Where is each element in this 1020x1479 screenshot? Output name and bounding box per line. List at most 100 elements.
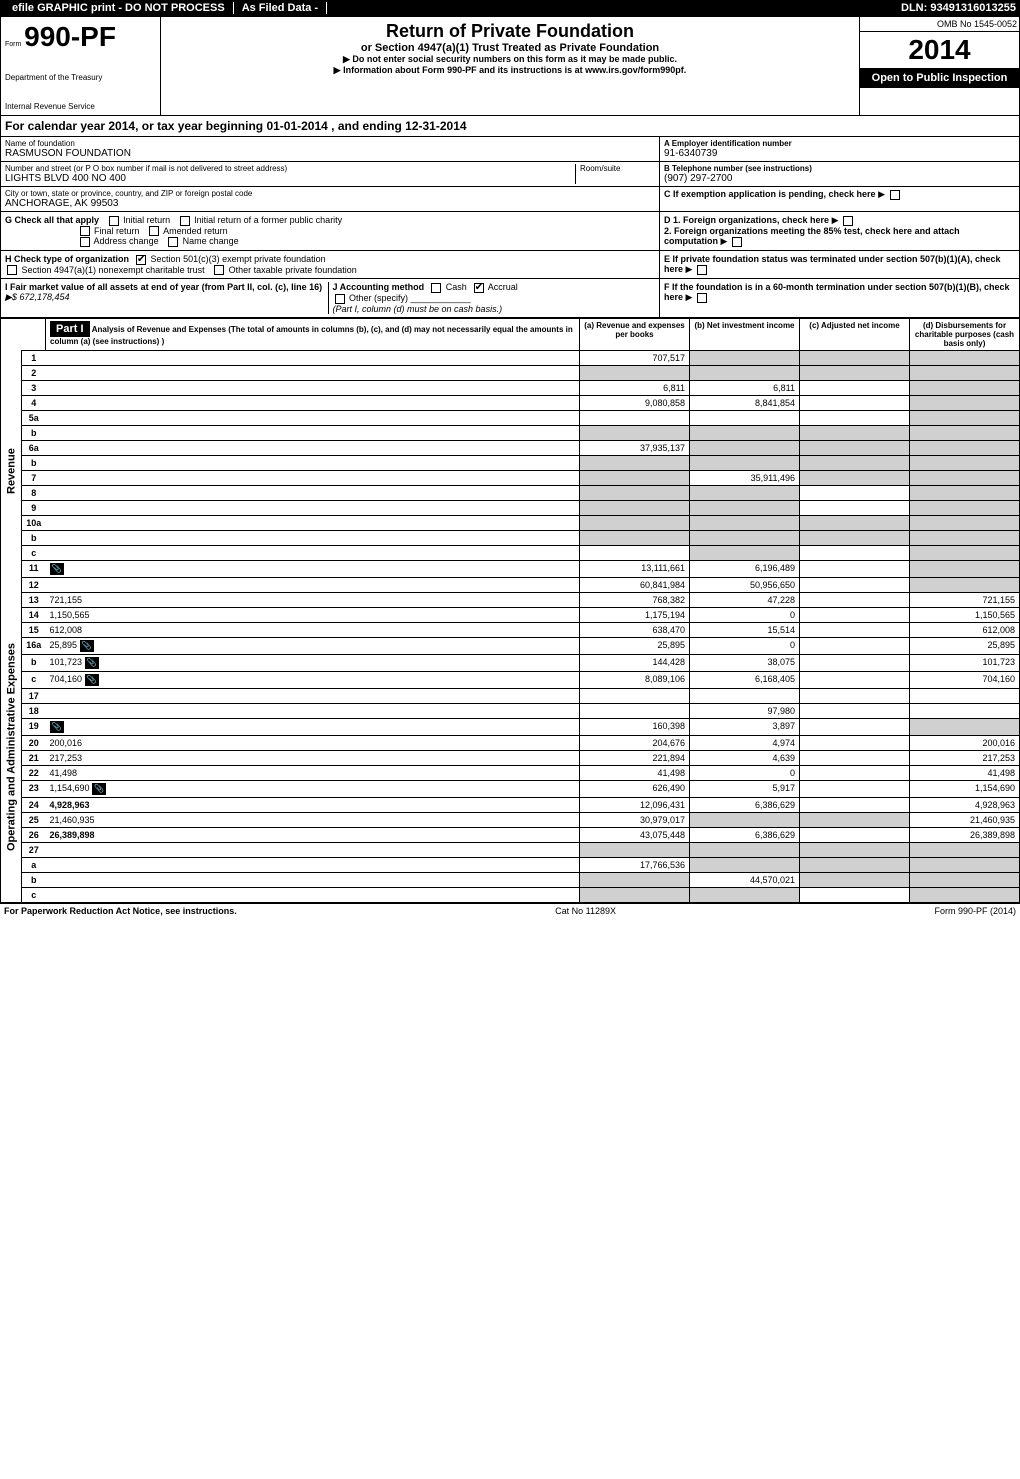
table-row: b44,570,021 xyxy=(1,872,1020,887)
footer: For Paperwork Reduction Act Notice, see … xyxy=(0,903,1020,918)
col-a-header: (a) Revenue and expenses per books xyxy=(580,318,690,350)
amount-cell xyxy=(800,545,910,560)
g-initial-former-checkbox[interactable] xyxy=(180,216,190,226)
amount-cell: 15,514 xyxy=(690,622,800,637)
line-number: 10a xyxy=(22,515,46,530)
e-checkbox[interactable] xyxy=(697,265,707,275)
table-row: 10a xyxy=(1,515,1020,530)
revenue-label: Revenue xyxy=(1,350,22,592)
line-description xyxy=(46,380,580,395)
line-description xyxy=(46,688,580,703)
table-row: 21217,253221,8944,639217,253 xyxy=(1,750,1020,765)
h-501c3-checkbox[interactable] xyxy=(136,255,146,265)
amount-cell: 44,570,021 xyxy=(690,872,800,887)
line-description: 101,723 📎 xyxy=(46,654,580,671)
f-checkbox[interactable] xyxy=(697,293,707,303)
d1-label: D 1. Foreign organizations, check here xyxy=(664,215,829,225)
dept-treasury: Department of the Treasury xyxy=(5,73,156,82)
i-value: ▶$ 672,178,454 xyxy=(5,292,69,302)
g-amended-checkbox[interactable] xyxy=(149,226,159,236)
amount-cell xyxy=(910,703,1020,718)
d1-checkbox[interactable] xyxy=(843,216,853,226)
table-row: 9 xyxy=(1,500,1020,515)
line-number: 26 xyxy=(22,827,46,842)
amount-cell: 47,228 xyxy=(690,592,800,607)
attachment-icon[interactable]: 📎 xyxy=(85,657,99,669)
amount-cell xyxy=(580,455,690,470)
check-section-g: G Check all that apply Initial return In… xyxy=(0,212,1020,251)
amount-cell xyxy=(910,500,1020,515)
g-initial-checkbox[interactable] xyxy=(109,216,119,226)
amount-cell xyxy=(690,887,800,902)
amount-cell: 217,253 xyxy=(910,750,1020,765)
g-address-checkbox[interactable] xyxy=(80,237,90,247)
line-number: 14 xyxy=(22,607,46,622)
amount-cell xyxy=(800,718,910,735)
line-number: 1 xyxy=(22,350,46,365)
phone-label: B Telephone number (see instructions) xyxy=(664,164,1015,173)
line-number: 11 xyxy=(22,560,46,577)
h-other-checkbox[interactable] xyxy=(214,265,224,275)
g-name-checkbox[interactable] xyxy=(168,237,178,247)
line-number: 16a xyxy=(22,637,46,654)
d2-checkbox[interactable] xyxy=(732,237,742,247)
line-description xyxy=(46,577,580,592)
amount-cell: 768,382 xyxy=(580,592,690,607)
attachment-icon[interactable]: 📎 xyxy=(50,563,64,575)
table-row: 49,080,8588,841,854 xyxy=(1,395,1020,410)
attachment-icon[interactable]: 📎 xyxy=(80,640,94,652)
amount-cell xyxy=(910,857,1020,872)
j-cash-checkbox[interactable] xyxy=(431,283,441,293)
table-row: Revenue1707,517 xyxy=(1,350,1020,365)
line-description: 26,389,898 xyxy=(46,827,580,842)
amount-cell xyxy=(800,780,910,797)
amount-cell xyxy=(910,577,1020,592)
j-accrual-checkbox[interactable] xyxy=(474,283,484,293)
amount-cell: 1,150,565 xyxy=(910,607,1020,622)
amount-cell xyxy=(910,842,1020,857)
attachment-icon[interactable]: 📎 xyxy=(50,721,64,733)
amount-cell xyxy=(800,380,910,395)
amount-cell: 144,428 xyxy=(580,654,690,671)
h-4947-checkbox[interactable] xyxy=(7,265,17,275)
c-checkbox[interactable] xyxy=(890,190,900,200)
line-description xyxy=(46,485,580,500)
line-number: 6a xyxy=(22,440,46,455)
col-c-header: (c) Adjusted net income xyxy=(800,318,910,350)
g-final-checkbox[interactable] xyxy=(80,226,90,236)
j-other-checkbox[interactable] xyxy=(335,294,345,304)
part1-title: Analysis of Revenue and Expenses (The to… xyxy=(50,325,573,346)
amount-cell xyxy=(800,365,910,380)
h-label: H Check type of organization xyxy=(5,254,129,264)
attachment-icon[interactable]: 📎 xyxy=(92,783,106,795)
amount-cell xyxy=(800,622,910,637)
amount-cell xyxy=(910,545,1020,560)
line-description xyxy=(46,530,580,545)
amount-cell xyxy=(800,607,910,622)
table-row: 6a37,935,137 xyxy=(1,440,1020,455)
amount-cell xyxy=(800,797,910,812)
amount-cell xyxy=(910,425,1020,440)
amount-cell: 13,111,661 xyxy=(580,560,690,577)
amount-cell xyxy=(910,530,1020,545)
part1-table: Part I Analysis of Revenue and Expenses … xyxy=(0,318,1020,903)
amount-cell xyxy=(800,455,910,470)
amount-cell xyxy=(910,410,1020,425)
amount-cell xyxy=(580,470,690,485)
amount-cell xyxy=(800,654,910,671)
d2-label: 2. Foreign organizations meeting the 85%… xyxy=(664,226,960,246)
line-number: 12 xyxy=(22,577,46,592)
table-row: 17 xyxy=(1,688,1020,703)
omb-number: OMB No 1545-0052 xyxy=(860,17,1019,32)
line-description: 612,008 xyxy=(46,622,580,637)
line-number: 3 xyxy=(22,380,46,395)
amount-cell: 8,841,854 xyxy=(690,395,800,410)
i-label: I Fair market value of all assets at end… xyxy=(5,282,322,292)
asfiled-label: As Filed Data - xyxy=(234,2,327,14)
amount-cell: 1,175,194 xyxy=(580,607,690,622)
amount-cell: 35,911,496 xyxy=(690,470,800,485)
line-number: 9 xyxy=(22,500,46,515)
f-label: F If the foundation is in a 60-month ter… xyxy=(664,282,1010,302)
attachment-icon[interactable]: 📎 xyxy=(85,674,99,686)
amount-cell xyxy=(800,350,910,365)
